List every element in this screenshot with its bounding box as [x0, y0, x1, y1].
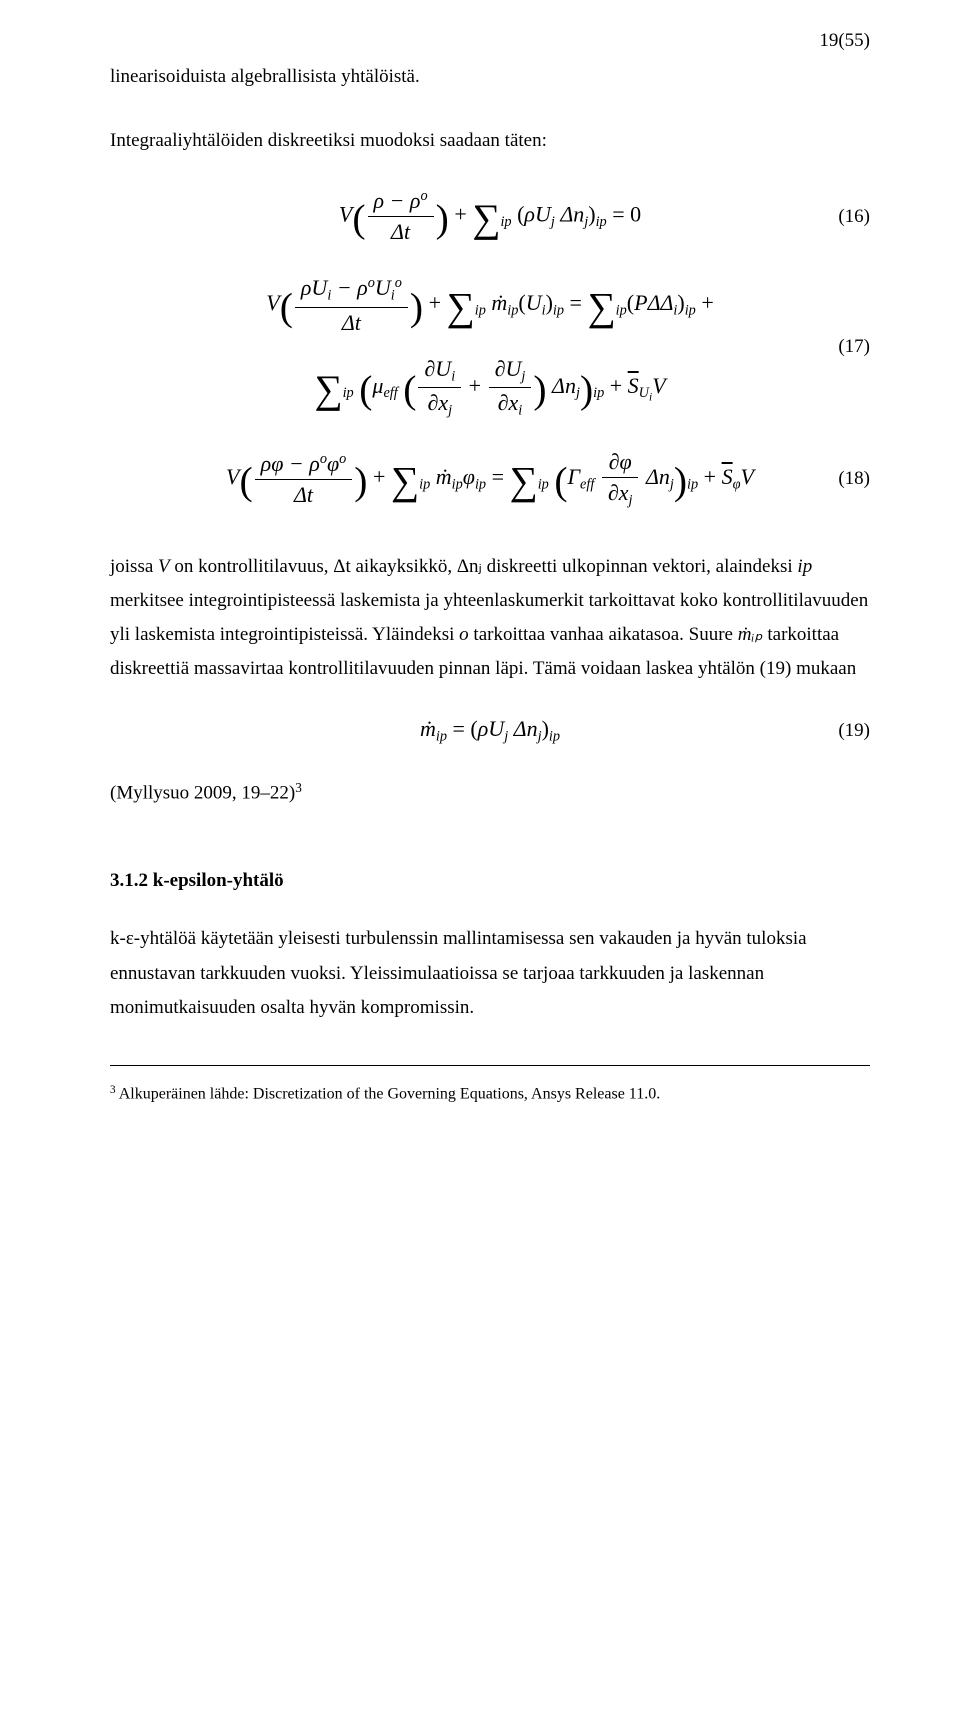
body-dnj: Δnⱼ — [457, 556, 482, 577]
eq19-number: (19) — [838, 720, 870, 742]
body-ip: ip — [797, 556, 812, 577]
citation-text: (Myllysuo 2009, 19–22) — [110, 782, 295, 803]
body-V: V — [158, 556, 170, 577]
intro-line-1: linearisoiduista algebrallisista yhtälöi… — [110, 60, 870, 94]
eq16-number: (16) — [838, 206, 870, 228]
body-mip: ṁᵢₚ — [738, 624, 763, 645]
footnote-rule — [110, 1065, 870, 1066]
footnote-text: Alkuperäinen lähde: Discretization of th… — [116, 1086, 661, 1103]
body-dt: Δt — [333, 556, 351, 577]
body-text: joissa — [110, 556, 158, 577]
eq17-number: (17) — [838, 336, 870, 358]
equation-17: V(ρUi − ρoUioΔt) + ∑ip ṁip(Ui)ip = ∑ip(P… — [110, 275, 870, 419]
page: 19(55) linearisoiduista algebrallisista … — [0, 0, 960, 1163]
body-paragraph: joissa V on kontrollitilavuus, Δt aikayk… — [110, 550, 870, 687]
equation-18: V(ρφ − ρoφoΔt) + ∑ip ṁipφip = ∑ip (Γeff … — [110, 449, 870, 509]
equation-19: ṁip = (ρUj Δnj)ip (19) — [110, 716, 870, 745]
intro-line-2: Integraaliyhtälöiden diskreetiksi muodok… — [110, 124, 870, 158]
body-text-4: diskreetti ulkopinnan vektori, alaindeks… — [482, 556, 798, 577]
body-text-6: tarkoittaa vanhaa aikatasoa. Suure — [469, 624, 738, 645]
page-number: 19(55) — [819, 30, 870, 52]
section-heading: 3.1.2 k-epsilon-yhtälö — [110, 870, 870, 892]
body-text-3: aikayksikkö, — [351, 556, 457, 577]
citation-footnote-mark: 3 — [295, 780, 302, 795]
body-o: o — [459, 624, 469, 645]
closing-paragraph: k-ε-yhtälöä käytetään yleisesti turbulen… — [110, 922, 870, 1025]
body-text-2: on kontrollitilavuus, — [170, 556, 334, 577]
equation-16: V(ρ − ρoΔt) + ∑ip (ρUj Δnj)ip = 0 (16) — [110, 188, 870, 245]
eq18-number: (18) — [838, 468, 870, 490]
citation: (Myllysuo 2009, 19–22)3 — [110, 776, 870, 811]
footnote: 3 Alkuperäinen lähde: Discretization of … — [110, 1082, 870, 1107]
